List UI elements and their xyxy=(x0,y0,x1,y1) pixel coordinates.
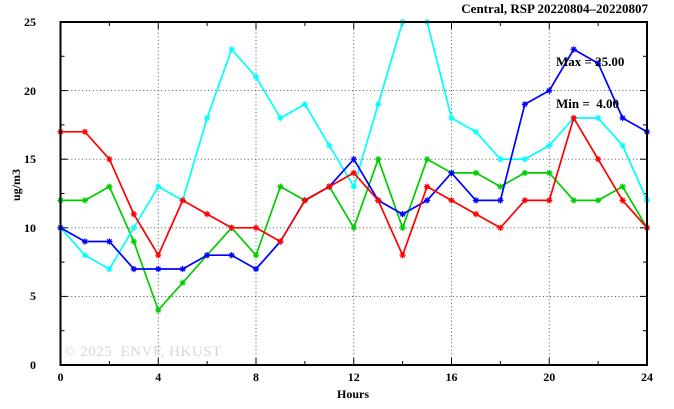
chart-title: Central, RSP 20220804–20220807 xyxy=(461,1,648,16)
watermark: © 2025 ENVF, HKUST xyxy=(64,344,222,360)
x-tick-label-24: 24 xyxy=(641,370,653,384)
x-tick-label-16: 16 xyxy=(445,370,458,384)
y-tick-label-25: 25 xyxy=(24,15,36,29)
x-tick-label-20: 20 xyxy=(543,370,556,384)
y-tick-label-20: 20 xyxy=(24,83,36,98)
x-tick-label-8: 8 xyxy=(253,370,259,384)
x-tick-label-0: 0 xyxy=(57,370,64,384)
y-tick-label-5: 5 xyxy=(30,289,36,304)
y-tick-label-10: 10 xyxy=(24,220,36,235)
x-tick-label-4: 4 xyxy=(155,370,162,384)
grid-lines xyxy=(60,22,647,365)
y-tick-label-15: 15 xyxy=(24,152,36,167)
x-axis-label: Hours xyxy=(336,387,369,401)
x-tick-label-12: 12 xyxy=(347,370,360,384)
legend-max-value: Max = 25.00 xyxy=(556,54,625,69)
legend: Max = 25.00 Min = 4.00 xyxy=(556,27,624,139)
y-tick-label-0: 0 xyxy=(30,358,36,372)
plot-border xyxy=(59,21,648,366)
legend-min-value: Min = 4.00 xyxy=(556,96,620,111)
series-red xyxy=(57,114,651,259)
